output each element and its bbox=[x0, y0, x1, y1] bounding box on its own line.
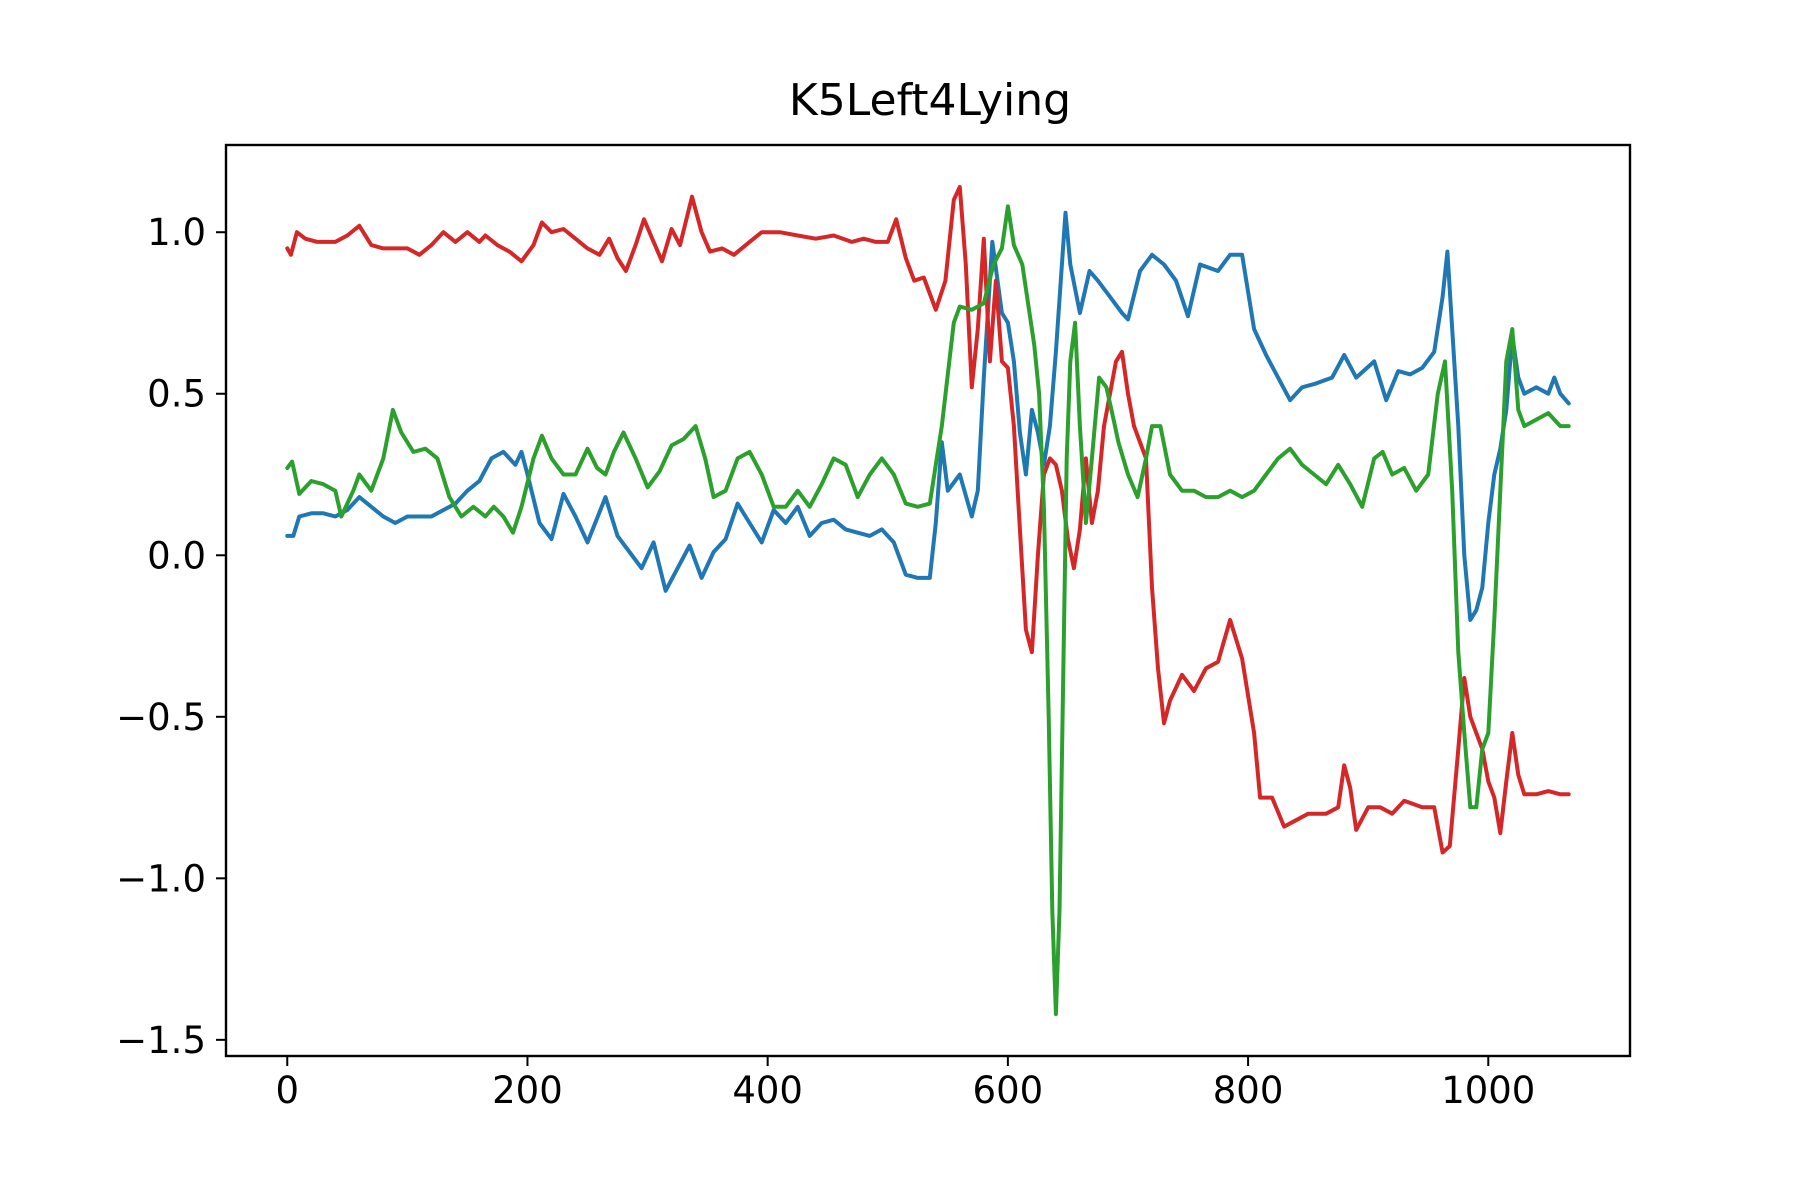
series-line-blue bbox=[285, 210, 1571, 622]
y-tick-label: −1.0 bbox=[116, 857, 206, 900]
series-line-green bbox=[285, 204, 1571, 1016]
x-tick-label: 400 bbox=[732, 1069, 803, 1112]
plot-frame bbox=[224, 143, 1632, 1058]
y-axis: 1.0 0.5 0.0 −0.5 −1.0 −1.5 bbox=[116, 211, 226, 1062]
x-tick-label: 200 bbox=[492, 1069, 563, 1112]
chart-title: K5Left4Lying bbox=[789, 75, 1071, 126]
x-axis: 0 200 400 600 800 1000 bbox=[275, 1056, 1535, 1112]
y-tick-label: −1.5 bbox=[116, 1019, 206, 1062]
x-tick-label: 600 bbox=[973, 1069, 1044, 1112]
series-line-red bbox=[285, 185, 1571, 855]
plot-series bbox=[285, 185, 1571, 1016]
x-tick-label: 0 bbox=[275, 1069, 299, 1112]
y-tick-label: 0.0 bbox=[147, 534, 206, 577]
x-tick-label: 1000 bbox=[1441, 1069, 1535, 1112]
y-tick-label: 1.0 bbox=[147, 211, 206, 254]
y-tick-label: −0.5 bbox=[116, 696, 206, 739]
x-tick-label: 800 bbox=[1213, 1069, 1284, 1112]
y-tick-label: 0.5 bbox=[147, 373, 206, 416]
